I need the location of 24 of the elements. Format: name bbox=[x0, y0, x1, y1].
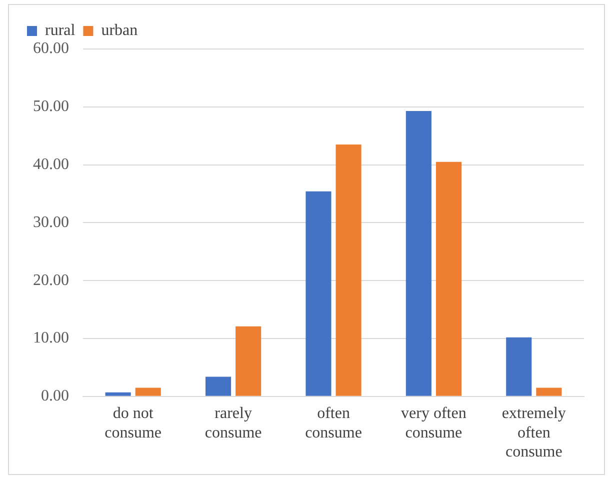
y-tick-label: 10.00 bbox=[33, 330, 69, 347]
bar bbox=[105, 392, 131, 396]
bar bbox=[536, 388, 562, 396]
x-tick-label: very often consume bbox=[401, 405, 466, 442]
bar bbox=[236, 326, 262, 396]
legend-label: urban bbox=[101, 22, 138, 40]
y-tick-label: 50.00 bbox=[33, 98, 69, 116]
x-tick-label: do not consume bbox=[104, 405, 162, 442]
bar bbox=[506, 337, 532, 396]
x-tick-label: extremely often consume bbox=[502, 405, 566, 461]
bar bbox=[336, 144, 362, 396]
x-tick-label: rarely consume bbox=[204, 405, 262, 442]
y-tick-label: 40.00 bbox=[33, 156, 69, 174]
y-tick-label: 20.00 bbox=[33, 272, 69, 289]
x-tick-label: often consume bbox=[305, 405, 362, 442]
bar bbox=[436, 162, 462, 396]
y-tick-label: 60.00 bbox=[33, 40, 69, 58]
y-tick-label: 30.00 bbox=[33, 214, 69, 231]
legend-label: rural bbox=[45, 22, 76, 40]
bar bbox=[306, 191, 332, 396]
bar bbox=[406, 110, 432, 396]
bar bbox=[135, 388, 161, 396]
bar bbox=[205, 376, 232, 396]
y-tick-label: 0.00 bbox=[41, 388, 69, 405]
